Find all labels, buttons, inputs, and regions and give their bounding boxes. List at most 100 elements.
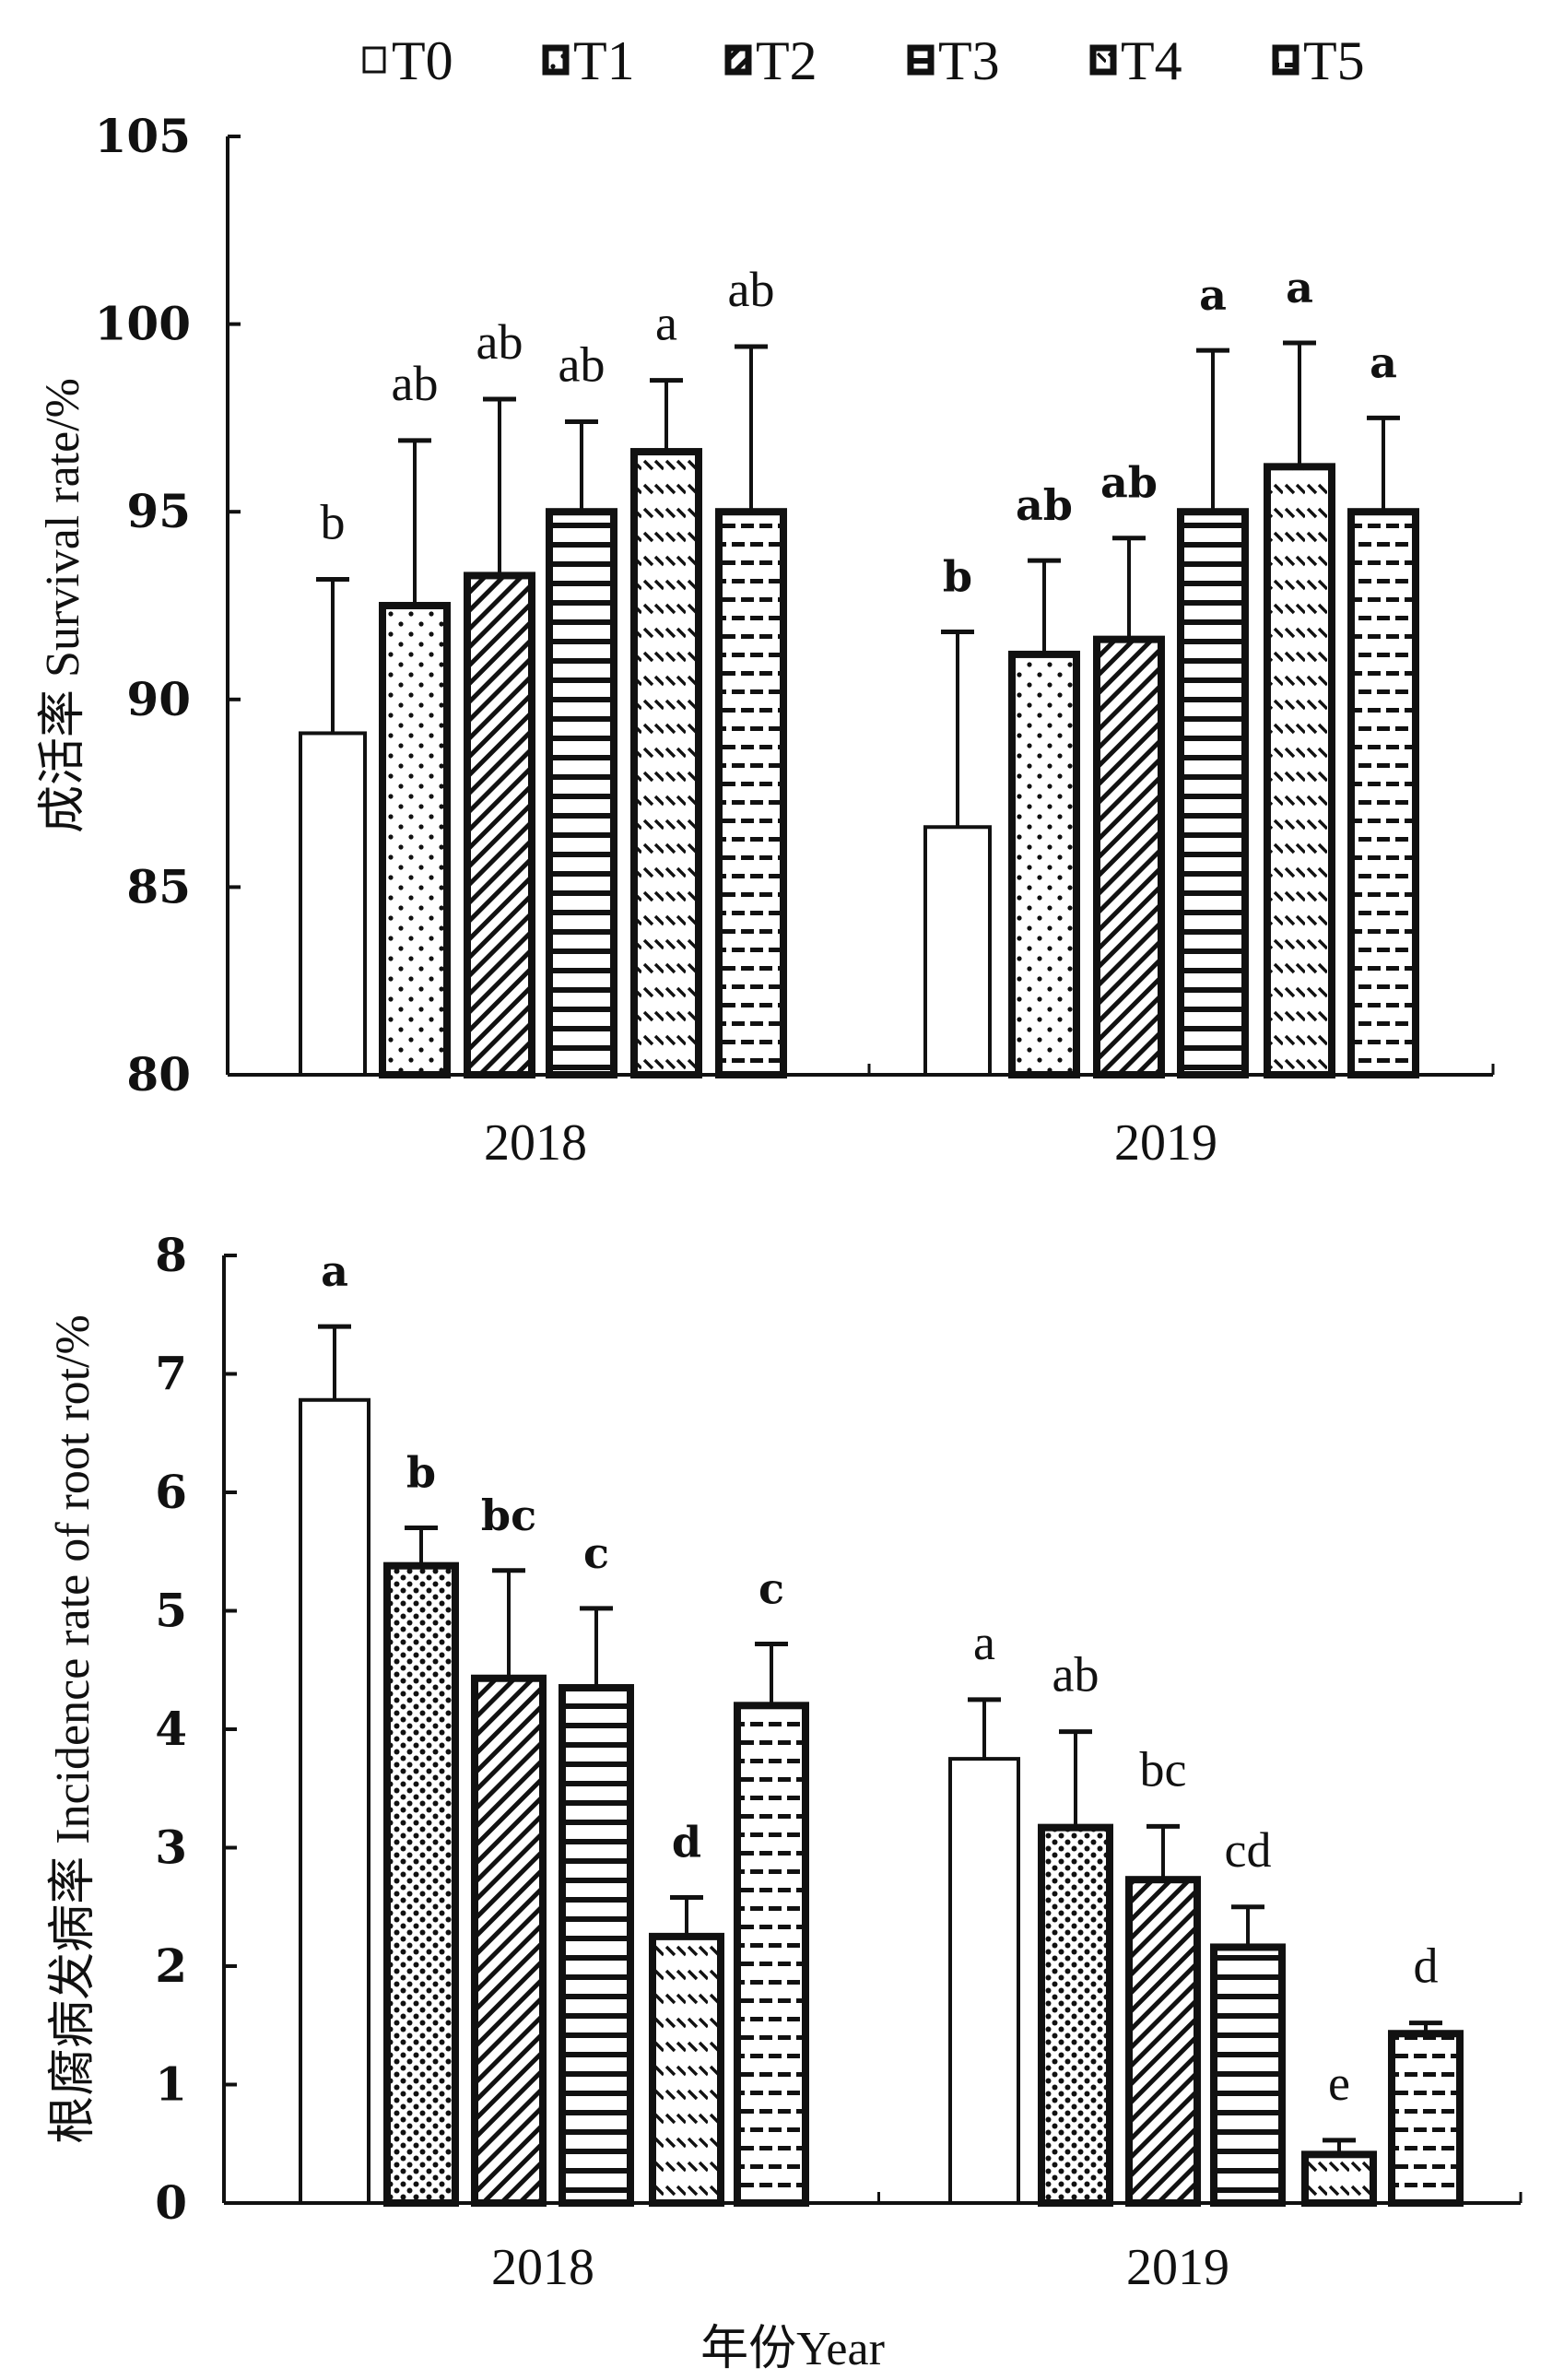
y-tick-label: 6 <box>155 1465 187 1519</box>
legend-swatch-t0 <box>362 46 386 74</box>
x-category-label: 2019 <box>1114 1114 1217 1172</box>
significance-letter: ab <box>728 262 775 317</box>
bar-group-t0-2019: b <box>923 552 992 1077</box>
significance-letter: ab <box>1016 480 1073 530</box>
significance-letter: b <box>406 1448 436 1498</box>
legend-swatch-t3 <box>907 44 935 76</box>
legend-label: T4 <box>1121 30 1182 91</box>
significance-letter: ab <box>1052 1647 1100 1703</box>
bar <box>383 1561 459 2208</box>
y-tick-label: 90 <box>126 672 191 726</box>
significance-letter: ab <box>392 356 439 411</box>
significance-letter: a <box>1199 270 1227 320</box>
legend-swatch-t2 <box>724 44 752 76</box>
y-tick-label: 100 <box>95 297 191 351</box>
bar-group-t2-2018: ab <box>464 314 535 1078</box>
bar-group-t1-2018: b <box>383 1448 459 2208</box>
bar-group-t3-2018: ab <box>546 336 617 1078</box>
bar-group-t3-2019: cd <box>1210 1822 1286 2207</box>
significance-letter: a <box>1370 337 1397 387</box>
bar <box>471 1674 547 2207</box>
y-tick-label: 80 <box>126 1047 191 1102</box>
legend-entry-t2: T2 <box>724 30 817 91</box>
legend: T0 T1 T2 T3 T4 T5 <box>362 30 1365 91</box>
y-tick-label: 0 <box>155 2175 187 2230</box>
bar <box>923 825 992 1077</box>
root-rot-incidence-chart: 0 1 2 3 4 5 6 7 8 根腐病发病率 Incidence rate of root r… <box>47 1228 1523 2375</box>
bar <box>1177 508 1249 1078</box>
y-tick-label: 5 <box>155 1584 187 1638</box>
bar <box>546 508 617 1078</box>
bar-group-t1-2018: ab <box>379 356 451 1078</box>
bar-group-t4-2019: e <box>1301 2056 1377 2207</box>
significance-letter: bc <box>481 1490 536 1540</box>
bar-group-t5-2019: a <box>1347 337 1419 1078</box>
significance-letter: ab <box>1100 458 1158 508</box>
legend-entry-t0: T0 <box>362 30 453 91</box>
bar-group-t3-2018: c <box>559 1528 634 2207</box>
legend-label: T1 <box>573 30 635 91</box>
y-tick-label: 8 <box>155 1228 187 1282</box>
bar-group-t0-2019: a <box>948 1615 1020 2205</box>
significance-letter: a <box>1286 263 1313 312</box>
bar-group-t0-2018: b <box>299 494 367 1077</box>
bar-group-t0-2018: a <box>299 1246 370 2205</box>
significance-letter: a <box>973 1615 995 1670</box>
legend-entry-t1: T1 <box>542 30 635 91</box>
bar-group-t5-2018: ab <box>715 262 787 1078</box>
significance-letter: b <box>943 552 972 602</box>
legend-entry-t5: T5 <box>1272 30 1365 91</box>
survival-rate-chart: 80 85 90 95 100 105 成活率 Survival rate/% 2018 201… <box>37 109 1495 1172</box>
y-tick-label: 1 <box>155 2057 187 2112</box>
y-axis-title: 成活率 Survival rate/% <box>37 378 89 833</box>
bar <box>1008 650 1080 1078</box>
significance-letter: d <box>1414 1938 1439 1994</box>
bar-group-t4-2018: d <box>649 1817 724 2207</box>
bar <box>299 1397 370 2205</box>
bar-group-t5-2019: d <box>1388 1938 1464 2208</box>
significance-letter: a <box>655 296 677 351</box>
legend-entry-t4: T4 <box>1089 30 1182 91</box>
bar <box>1210 1943 1286 2207</box>
x-category-label: 2018 <box>491 2239 594 2296</box>
bar <box>1264 463 1335 1078</box>
bar-group-t2-2019: ab <box>1093 458 1165 1078</box>
legend-swatch-t5 <box>1272 44 1299 76</box>
bar <box>649 1932 724 2207</box>
bar <box>715 508 787 1078</box>
significance-letter: d <box>672 1817 701 1867</box>
bar <box>559 1684 634 2207</box>
legend-swatch-t4 <box>1089 44 1117 76</box>
bar-group-t2-2019: bc <box>1125 1741 1201 2207</box>
x-category-label: 2018 <box>484 1114 587 1172</box>
bar-group-t1-2019: ab <box>1008 480 1080 1078</box>
bar <box>1125 1876 1201 2207</box>
bar <box>1093 635 1165 1078</box>
bar <box>299 731 367 1077</box>
bar-group-t4-2018: a <box>630 296 702 1079</box>
y-tick-label: 105 <box>95 109 191 163</box>
legend-label: T5 <box>1303 30 1365 91</box>
x-category-label: 2019 <box>1126 2239 1229 2296</box>
bar-group-t4-2019: a <box>1264 263 1335 1078</box>
y-tick-label: 3 <box>155 1820 187 1875</box>
y-tick-label: 85 <box>126 859 191 913</box>
y-tick-label: 4 <box>155 1702 187 1756</box>
bar <box>1038 1823 1113 2208</box>
significance-letter: ab <box>559 336 606 392</box>
y-axis-title: 根腐病发病率 Incidence rate of root rot/% <box>47 1314 100 2144</box>
bar <box>734 1702 809 2208</box>
significance-letter: a <box>321 1246 348 1296</box>
y-tick-label: 7 <box>155 1347 187 1401</box>
bar <box>1301 2150 1377 2207</box>
significance-letter: e <box>1328 2056 1350 2111</box>
bar <box>464 571 535 1078</box>
bar-group-t3-2019: a <box>1177 270 1249 1078</box>
bar-group-t2-2018: bc <box>471 1490 547 2207</box>
legend-label: T0 <box>392 30 453 91</box>
bar <box>948 1757 1020 2205</box>
legend-swatch-t1 <box>542 44 570 76</box>
significance-letter: bc <box>1140 1741 1187 1797</box>
significance-letter: cd <box>1225 1822 1272 1878</box>
